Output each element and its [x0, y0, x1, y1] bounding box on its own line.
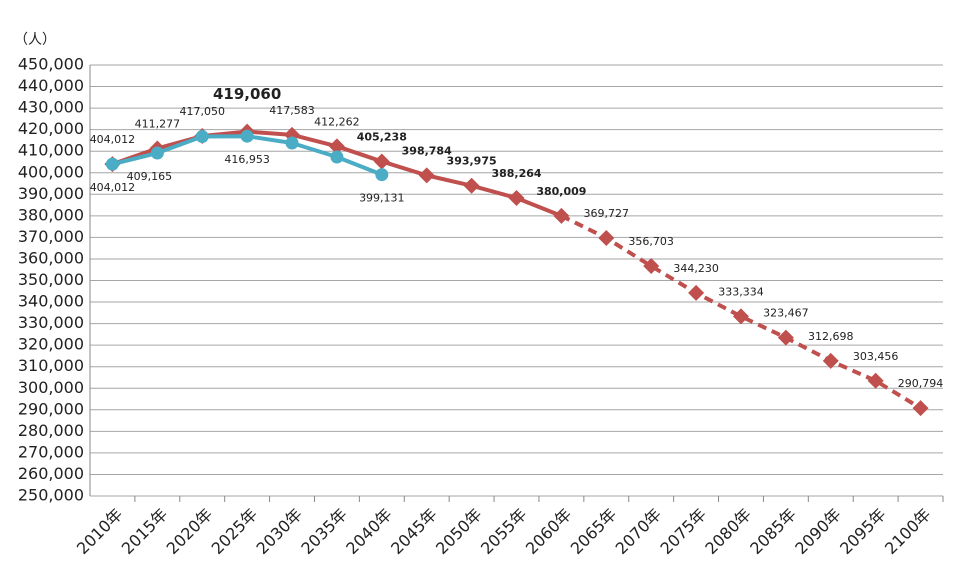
- x-tick-label: 2060年: [522, 505, 576, 559]
- x-tick-label: 2030年: [252, 505, 306, 559]
- marker: [240, 129, 254, 143]
- x-tick-label: 2045年: [387, 505, 441, 559]
- x-tick-label: 2070年: [612, 505, 666, 559]
- marker: [105, 157, 119, 171]
- data-label: 419,060: [213, 85, 281, 103]
- marker: [912, 400, 929, 417]
- data-label: 416,953: [224, 153, 270, 166]
- x-tick-label: 2065年: [567, 505, 621, 559]
- y-tick-label: 390,000: [18, 184, 84, 203]
- marker: [328, 138, 345, 155]
- y-tick-label: 330,000: [18, 313, 84, 332]
- y-tick-label: 270,000: [18, 442, 84, 461]
- data-label: 405,238: [357, 130, 407, 143]
- x-tick-label: 2100年: [881, 505, 935, 559]
- y-unit-label: （人）: [14, 32, 56, 48]
- y-tick-label: 260,000: [18, 464, 84, 483]
- y-tick-label: 300,000: [18, 378, 84, 397]
- x-tick-label: 2085年: [746, 505, 800, 559]
- x-tick-label: 2035年: [297, 505, 351, 559]
- x-tick-label: 2095年: [836, 505, 890, 559]
- marker: [553, 207, 570, 224]
- data-label: 323,467: [763, 307, 809, 320]
- y-tick-label: 320,000: [18, 335, 84, 354]
- y-tick-label: 430,000: [18, 98, 84, 117]
- y-tick-label: 340,000: [18, 292, 84, 311]
- y-tick-label: 250,000: [18, 486, 84, 505]
- data-label: 398,784: [402, 144, 452, 157]
- marker: [195, 130, 209, 144]
- data-label: 404,012: [90, 133, 136, 146]
- marker: [777, 329, 794, 346]
- data-label: 312,698: [808, 330, 854, 343]
- data-label: 399,131: [359, 192, 405, 205]
- y-tick-label: 400,000: [18, 162, 84, 181]
- y-tick-label: 360,000: [18, 248, 84, 267]
- data-label: 412,262: [314, 115, 360, 128]
- y-tick-label: 440,000: [18, 76, 84, 95]
- data-label: 409,165: [127, 170, 173, 183]
- marker: [732, 308, 749, 325]
- y-tick-label: 290,000: [18, 399, 84, 418]
- data-label: 411,277: [135, 117, 181, 130]
- series-line: [560, 214, 922, 410]
- data-label: 333,334: [718, 285, 764, 298]
- y-tick-label: 350,000: [18, 270, 84, 289]
- x-tick-label: 2090年: [791, 505, 845, 559]
- marker: [508, 190, 525, 207]
- marker: [822, 352, 839, 369]
- marker: [330, 150, 344, 164]
- marker: [150, 146, 164, 160]
- x-tick-label: 2040年: [342, 505, 396, 559]
- data-label: 303,456: [853, 350, 899, 363]
- marker: [463, 177, 480, 194]
- y-tick-label: 410,000: [18, 141, 84, 160]
- data-label: 369,727: [584, 207, 630, 220]
- data-label: 417,050: [179, 105, 225, 118]
- x-tick-label: 2050年: [432, 505, 486, 559]
- marker: [643, 258, 660, 275]
- x-tick-label: 2015年: [118, 505, 172, 559]
- y-tick-label: 420,000: [18, 119, 84, 138]
- marker: [285, 136, 299, 150]
- y-tick-label: 380,000: [18, 205, 84, 224]
- y-tick-label: 280,000: [18, 421, 84, 440]
- y-tick-label: 310,000: [18, 356, 84, 375]
- data-label: 388,264: [491, 167, 541, 180]
- x-tick-label: 2080年: [701, 505, 755, 559]
- data-label: 344,230: [673, 262, 719, 275]
- marker: [375, 168, 389, 182]
- marker: [598, 229, 615, 246]
- data-label: 404,012: [90, 181, 136, 194]
- x-tick-label: 2075年: [657, 505, 711, 559]
- marker: [867, 372, 884, 389]
- x-tick-label: 2020年: [163, 505, 217, 559]
- data-label: 356,703: [628, 235, 674, 248]
- marker: [688, 284, 705, 301]
- data-label: 393,975: [447, 155, 497, 168]
- data-label: 380,009: [536, 185, 586, 198]
- data-label: 290,794: [898, 377, 944, 390]
- x-tick-label: 2055年: [477, 505, 531, 559]
- data-label: 417,583: [269, 104, 315, 117]
- marker: [418, 167, 435, 184]
- y-tick-label: 450,000: [18, 55, 84, 74]
- x-tick-label: 2025年: [208, 505, 262, 559]
- x-tick-label: 2010年: [73, 505, 127, 559]
- y-tick-label: 370,000: [18, 227, 84, 246]
- marker: [373, 153, 390, 170]
